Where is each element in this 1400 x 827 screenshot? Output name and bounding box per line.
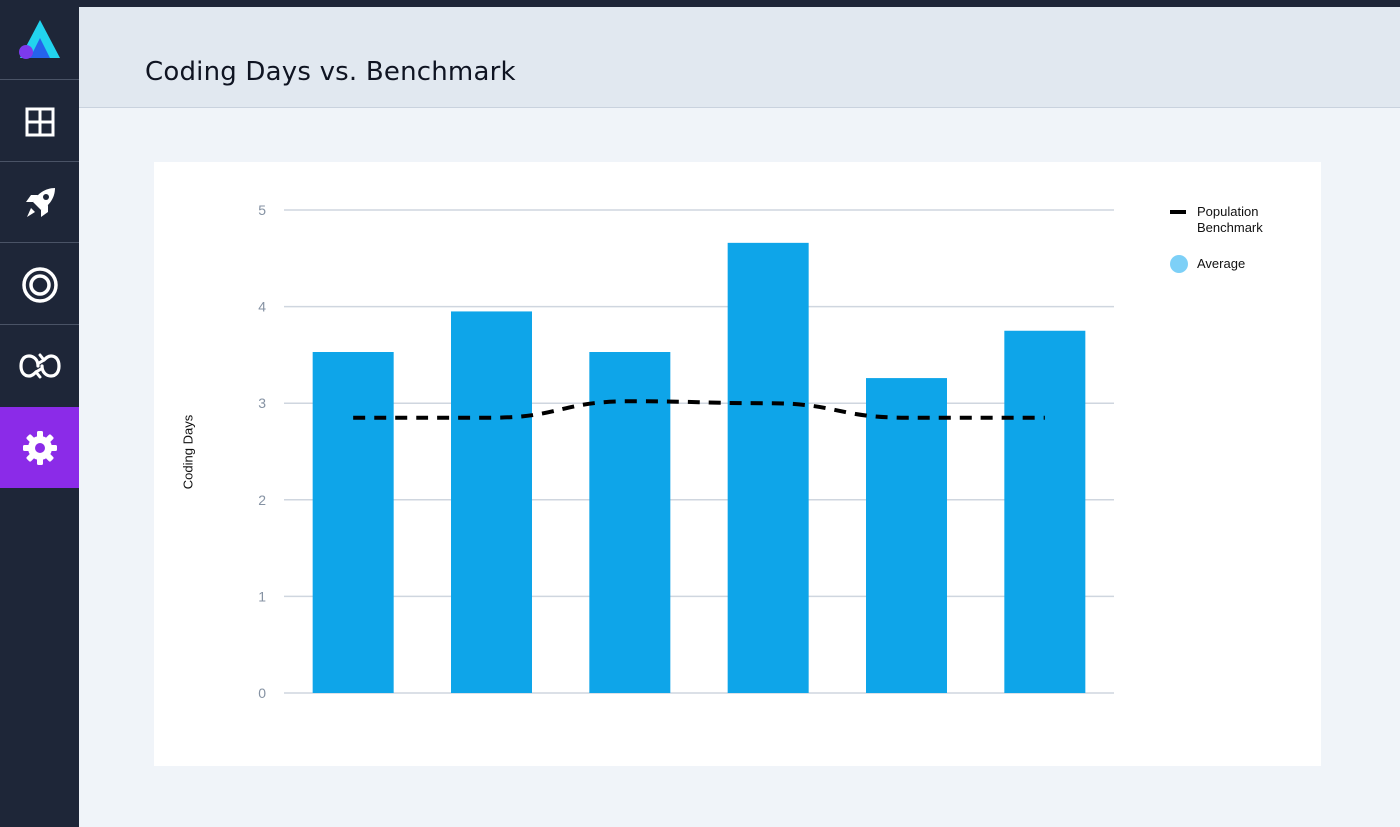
y-tick-label: 3 (258, 395, 266, 411)
legend-item-benchmark[interactable]: Population Benchmark (1170, 204, 1277, 236)
legend-label: Population Benchmark (1197, 204, 1263, 235)
sidebar-item-launch[interactable] (0, 162, 79, 243)
target-icon (21, 266, 58, 303)
logo-icon[interactable] (0, 0, 79, 79)
sidebar-divider (0, 324, 79, 325)
y-tick-label: 0 (258, 685, 266, 701)
y-tick-label: 5 (258, 202, 266, 218)
sidebar-divider (0, 242, 79, 243)
y-axis-title: Coding Days (180, 414, 196, 490)
y-tick-label: 1 (258, 588, 266, 604)
sidebar-item-dashboard[interactable] (0, 81, 79, 162)
chart-canvas: 0 1 2 3 4 5 (258, 202, 1114, 701)
bar (312, 352, 394, 693)
bar (866, 378, 947, 693)
chart-card: 0 1 2 3 4 5 (154, 162, 1321, 766)
dashed-line-swatch-icon (1170, 210, 1186, 214)
legend-label: Average (1197, 256, 1246, 271)
y-tick-label: 2 (258, 492, 266, 508)
rocket-icon (25, 187, 55, 217)
page-title: Coding Days vs. Benchmark (145, 57, 516, 87)
page-header: Coding Days vs. Benchmark (79, 7, 1400, 108)
bar (451, 311, 532, 693)
benchmark-line (353, 399, 1045, 420)
legend-item-average[interactable]: Average (1170, 255, 1277, 273)
y-tick-label: 4 (258, 299, 266, 315)
top-strip (0, 0, 1400, 7)
sidebar (0, 0, 79, 827)
sidebar-divider (0, 79, 79, 80)
sidebar-item-cycles[interactable] (0, 325, 79, 406)
sidebar-item-goals[interactable] (0, 244, 79, 325)
circle-swatch-icon (1170, 255, 1188, 273)
dashboard-grid-icon (25, 107, 54, 136)
bar (727, 242, 809, 693)
sidebar-divider (0, 161, 79, 162)
bar (589, 352, 671, 693)
loop-icon (18, 353, 61, 378)
chart-legend: Population Benchmark Average (1170, 204, 1277, 273)
bar (1004, 330, 1086, 693)
sidebar-item-settings[interactable] (0, 407, 79, 488)
gear-icon (22, 430, 57, 465)
